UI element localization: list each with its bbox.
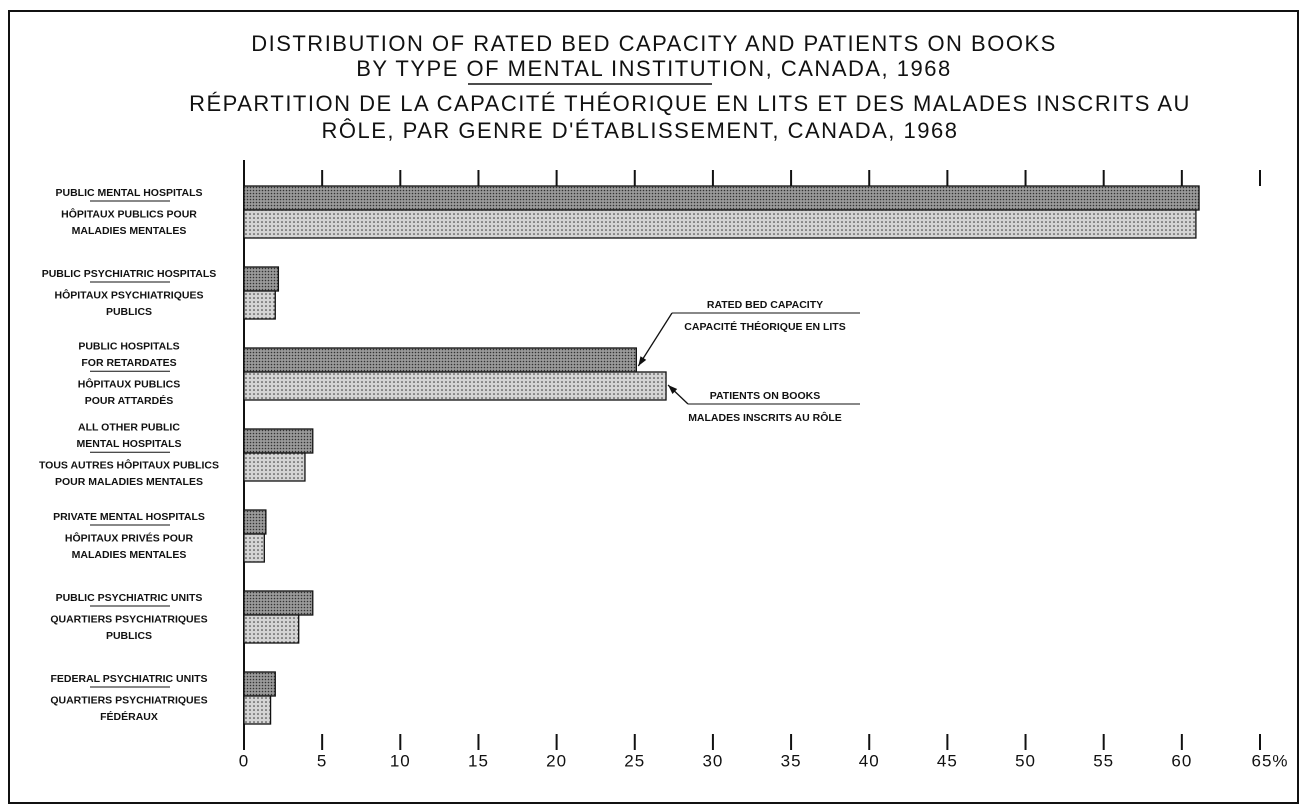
category-label: HÔPITAUX PRIVÉS POUR (65, 531, 194, 544)
category-label: PUBLIC MENTAL HOSPITALS (56, 187, 203, 199)
bar (243, 614, 300, 644)
legend-label: RATED BED CAPACITY (707, 299, 823, 311)
frame (8, 10, 1299, 804)
category-label: ALL OTHER PUBLIC (78, 422, 180, 434)
category-label: MENTAL HOSPITALS (77, 438, 182, 450)
x-tick-label: 30 (702, 751, 723, 770)
category-label: PRIVATE MENTAL HOSPITALS (53, 511, 205, 523)
category-label: FOR RETARDATES (81, 357, 176, 369)
category-label: HÔPITAUX PUBLICS (78, 378, 180, 391)
category-label: FEDERAL PSYCHIATRIC UNITS (50, 673, 207, 685)
bar (243, 590, 314, 616)
bar (243, 371, 667, 401)
bar (243, 266, 280, 292)
category-label: PUBLIC HOSPITALS (78, 341, 179, 353)
category-label: FÉDÉRAUX (100, 710, 158, 723)
chart-title: DISTRIBUTION OF RATED BED CAPACITY AND P… (251, 31, 1057, 56)
category-label: PUBLIC PSYCHIATRIC HOSPITALS (42, 268, 217, 280)
bar (243, 185, 1200, 211)
legend-label: PATIENTS ON BOOKS (710, 390, 820, 402)
category-label: POUR MALADIES MENTALES (55, 476, 203, 488)
category-label: PUBLIC PSYCHIATRIC UNITS (56, 592, 203, 604)
legend-label-fr: CAPACITÉ THÉORIQUE EN LITS (684, 320, 845, 333)
chart-title-fr: RÔLE, PAR GENRE D'ÉTABLISSEMENT, CANADA,… (322, 118, 959, 143)
category-label: MALADIES MENTALES (72, 549, 187, 561)
bar (243, 509, 267, 535)
category-label: POUR ATTARDÉS (85, 394, 173, 407)
x-tick-label: 45 (937, 751, 958, 770)
bar (243, 290, 276, 320)
bar (243, 347, 637, 373)
x-tick-label: 65% (1251, 751, 1288, 770)
x-tick-label: 10 (390, 751, 411, 770)
chart-title-fr: RÉPARTITION DE LA CAPACITÉ THÉORIQUE EN … (189, 91, 1191, 116)
bar (243, 671, 276, 697)
x-tick-label: 5 (317, 751, 327, 770)
category-label: QUARTIERS PSYCHIATRIQUES (50, 613, 207, 625)
bar (243, 695, 272, 725)
arrow-head (638, 356, 647, 366)
bar (243, 452, 306, 482)
category-label: QUARTIERS PSYCHIATRIQUES (50, 694, 207, 706)
annotation-arrow (637, 312, 673, 367)
x-tick-label: 0 (239, 751, 249, 770)
x-tick-label: 50 (1015, 751, 1036, 770)
category-label: MALADIES MENTALES (72, 225, 187, 237)
category-label: PUBLICS (106, 306, 152, 318)
x-tick-label: 55 (1093, 751, 1114, 770)
x-tick-label: 25 (624, 751, 645, 770)
chart-title: BY TYPE OF MENTAL INSTITUTION, CANADA, 1… (356, 56, 951, 81)
x-tick-label: 35 (781, 751, 802, 770)
legend-label-fr: MALADES INSCRITS AU RÔLE (688, 411, 842, 424)
x-tick-label: 15 (468, 751, 489, 770)
category-label: HÔPITAUX PSYCHIATRIQUES (55, 288, 204, 301)
category-label: PUBLICS (106, 630, 152, 642)
x-tick-label: 60 (1171, 751, 1192, 770)
x-tick-label: 40 (859, 751, 880, 770)
arrow-head (668, 385, 678, 394)
bar (243, 533, 265, 563)
bar (243, 428, 314, 454)
bar (243, 209, 1197, 239)
category-label: TOUS AUTRES HÔPITAUX PUBLICS (39, 459, 219, 472)
x-tick-label: 20 (546, 751, 567, 770)
category-label: HÔPITAUX PUBLICS POUR (61, 207, 197, 220)
